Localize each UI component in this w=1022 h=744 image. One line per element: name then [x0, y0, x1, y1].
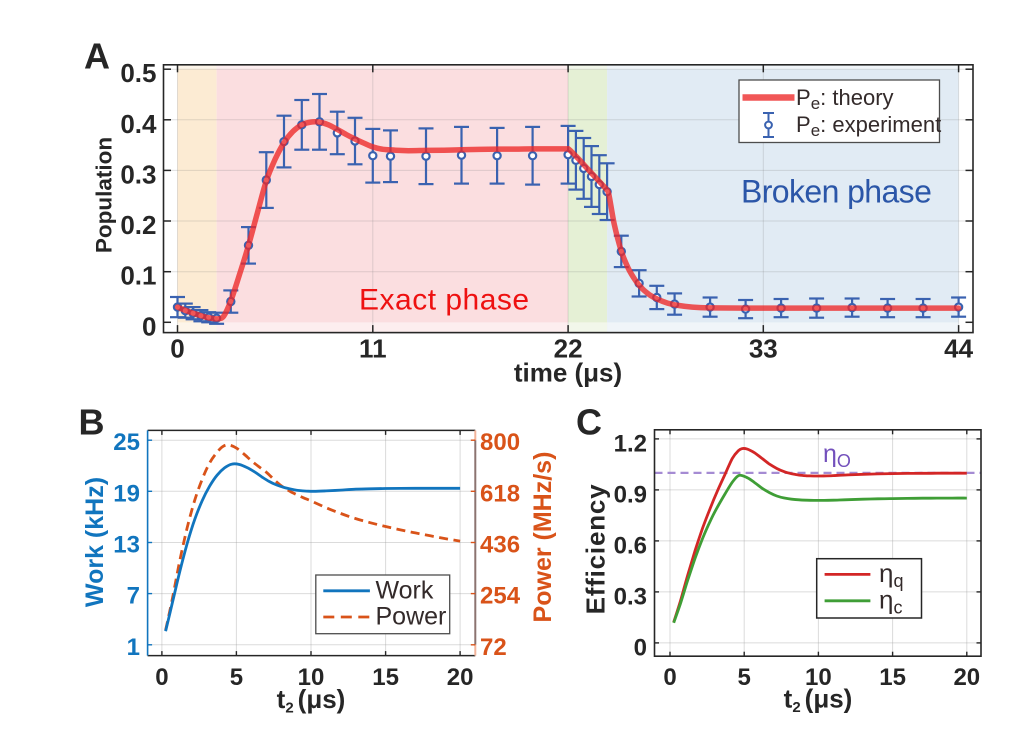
svg-text:11: 11 [359, 334, 387, 364]
svg-text:72: 72 [480, 634, 507, 661]
svg-text:0: 0 [634, 634, 647, 661]
svg-text:10: 10 [805, 664, 832, 691]
svg-text:Efficiency: Efficiency [581, 484, 611, 615]
svg-text:Pe: experiment: Pe: experiment [796, 112, 941, 140]
svg-text:A: A [84, 36, 110, 77]
svg-text:19: 19 [113, 480, 140, 507]
svg-text:5: 5 [738, 664, 751, 691]
svg-text:33: 33 [749, 334, 778, 364]
svg-text:13: 13 [113, 532, 140, 559]
svg-text:0: 0 [155, 664, 168, 691]
svg-text:25: 25 [113, 429, 140, 456]
svg-text:20: 20 [953, 664, 980, 691]
svg-text:618: 618 [480, 480, 520, 507]
svg-text:44: 44 [944, 334, 973, 364]
svg-text:Pe: theory: Pe: theory [796, 85, 894, 113]
svg-text:Power: Power [376, 603, 447, 631]
svg-text:10: 10 [298, 664, 325, 691]
svg-text:15: 15 [879, 664, 906, 691]
svg-text:0.6: 0.6 [614, 532, 647, 559]
svg-text:20: 20 [447, 664, 474, 691]
svg-text:Work (kHz): Work (kHz) [81, 477, 109, 607]
svg-text:5: 5 [230, 664, 243, 691]
svg-text:0: 0 [142, 311, 156, 341]
svg-text:0.5: 0.5 [120, 58, 156, 88]
svg-text:22: 22 [554, 334, 583, 364]
svg-text:7: 7 [127, 583, 140, 610]
svg-text:1: 1 [127, 634, 140, 661]
svg-text:0.3: 0.3 [614, 583, 647, 610]
svg-text:Exact phase: Exact phase [359, 284, 530, 317]
svg-text:Work: Work [376, 576, 434, 604]
svg-text:time (μs): time (μs) [514, 358, 622, 388]
svg-text:0.4: 0.4 [120, 109, 157, 139]
svg-text:0: 0 [663, 664, 676, 691]
svg-text:1.2: 1.2 [614, 430, 647, 457]
svg-text:0.3: 0.3 [120, 159, 156, 189]
svg-text:Population: Population [92, 137, 117, 253]
svg-text:254: 254 [480, 583, 521, 610]
svg-text:Power (MHz/s): Power (MHz/s) [529, 452, 557, 623]
svg-text:436: 436 [480, 532, 520, 559]
svg-text:0: 0 [170, 334, 184, 364]
svg-text:800: 800 [480, 429, 520, 456]
svg-text:0.1: 0.1 [120, 261, 156, 291]
svg-text:Broken phase: Broken phase [741, 174, 931, 210]
svg-text:C: C [576, 401, 602, 442]
svg-text:0.9: 0.9 [614, 481, 647, 508]
svg-text:15: 15 [372, 664, 399, 691]
svg-text:B: B [79, 401, 105, 442]
svg-text:0.2: 0.2 [120, 210, 156, 240]
